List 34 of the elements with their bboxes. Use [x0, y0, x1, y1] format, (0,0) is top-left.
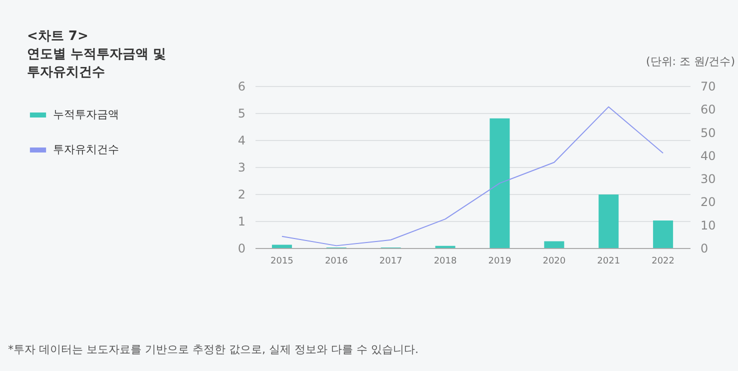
y-tick-label: 5 — [238, 106, 246, 120]
text: <차트 7> 연도별 누적투자금액 및 투자유치건수 — [27, 29, 166, 80]
bar — [598, 194, 619, 248]
y-tick-label: 1 — [238, 214, 246, 228]
y-tick-label: 4 — [238, 134, 246, 148]
y-tick-label: 2 — [238, 188, 246, 202]
y2-tick-label: 0 — [700, 242, 708, 256]
y-tick-label: 0 — [238, 242, 246, 256]
x-tick-label: 2022 — [652, 256, 675, 266]
x-tick-label: 2017 — [379, 256, 402, 266]
x-tick-label: 2021 — [597, 256, 620, 266]
y2-tick-label: 50 — [700, 126, 716, 140]
y-tick-label: 3 — [238, 160, 246, 174]
y2-tick-label: 30 — [700, 172, 716, 186]
y2-tick-label: 70 — [700, 80, 716, 94]
bar — [272, 244, 292, 248]
text: (단위: 조 원/건수) — [646, 55, 735, 68]
bar — [544, 241, 564, 248]
x-tick-label: 2015 — [270, 256, 294, 266]
x-tick-label: 2020 — [542, 256, 566, 266]
y2-tick-label: 40 — [700, 148, 716, 163]
x-tick-label: 2019 — [488, 256, 512, 266]
y2-tick-label: 20 — [700, 195, 716, 210]
line-series — [281, 106, 664, 246]
bar — [490, 118, 510, 248]
legend-label: 누적투자금액 — [53, 108, 119, 121]
legend-label: 투자유치건수 — [53, 143, 119, 156]
x-tick-label: 2018 — [434, 256, 458, 266]
bar — [653, 220, 674, 248]
y2-tick-label: 10 — [700, 218, 716, 232]
text: *투자 데이터는 보도자료를 기반으로 추정한 값으로, 실제 정보와 다를 수 있습니다. — [8, 343, 418, 356]
x-tick-label: 2016 — [324, 256, 348, 266]
y-tick-label: 6 — [238, 80, 246, 94]
y2-tick-label: 60 — [700, 102, 716, 117]
